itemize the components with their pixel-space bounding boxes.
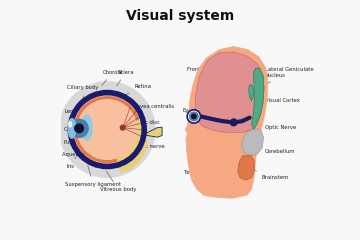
Text: Optic nerve: Optic nerve bbox=[125, 143, 165, 149]
Text: Brainstem: Brainstem bbox=[251, 169, 288, 180]
Ellipse shape bbox=[69, 122, 72, 127]
Text: Lens: Lens bbox=[65, 109, 78, 121]
Circle shape bbox=[77, 100, 137, 159]
Ellipse shape bbox=[68, 119, 76, 138]
Text: Vitreous body: Vitreous body bbox=[100, 171, 136, 192]
Text: Cornea: Cornea bbox=[64, 127, 82, 132]
Text: Aqueous body: Aqueous body bbox=[62, 146, 99, 157]
Text: Parietal Lobe: Parietal Lobe bbox=[222, 60, 256, 74]
Ellipse shape bbox=[82, 115, 92, 140]
Circle shape bbox=[190, 112, 198, 121]
Text: Suspensory ligament: Suspensory ligament bbox=[66, 166, 121, 187]
Text: Lateral Geniculate
Nucleus: Lateral Geniculate Nucleus bbox=[254, 67, 313, 90]
Circle shape bbox=[187, 110, 201, 123]
PathPatch shape bbox=[195, 52, 264, 132]
Text: Cerebellum: Cerebellum bbox=[254, 147, 295, 154]
PathPatch shape bbox=[238, 155, 255, 180]
Circle shape bbox=[120, 125, 125, 130]
Circle shape bbox=[192, 114, 196, 119]
Text: Temporal Lobe: Temporal Lobe bbox=[184, 156, 222, 174]
Text: Optic disc: Optic disc bbox=[124, 120, 160, 126]
PathPatch shape bbox=[242, 129, 264, 155]
Text: Iris: Iris bbox=[67, 155, 77, 169]
Text: Visual system: Visual system bbox=[126, 9, 234, 23]
PathPatch shape bbox=[252, 68, 264, 129]
Text: Fovea centralis: Fovea centralis bbox=[125, 104, 174, 114]
Circle shape bbox=[68, 91, 146, 168]
Text: Optic Nerve: Optic Nerve bbox=[254, 123, 296, 130]
PathPatch shape bbox=[249, 85, 253, 101]
Circle shape bbox=[230, 119, 237, 126]
PathPatch shape bbox=[143, 127, 162, 137]
Text: Sclera: Sclera bbox=[117, 70, 134, 86]
Text: Visual Cortex: Visual Cortex bbox=[256, 98, 300, 106]
Text: Frontal Lobe: Frontal Lobe bbox=[187, 67, 219, 80]
PathPatch shape bbox=[185, 47, 268, 198]
Text: Pupil: Pupil bbox=[64, 137, 76, 145]
Text: Eye: Eye bbox=[183, 108, 192, 113]
Text: Retina: Retina bbox=[125, 84, 152, 95]
Text: Ciliary body: Ciliary body bbox=[67, 85, 99, 99]
Circle shape bbox=[75, 97, 140, 162]
Circle shape bbox=[70, 93, 144, 167]
Circle shape bbox=[70, 119, 88, 138]
Circle shape bbox=[75, 124, 84, 133]
Circle shape bbox=[59, 82, 155, 177]
Wedge shape bbox=[112, 119, 147, 173]
Text: Choroid: Choroid bbox=[102, 70, 123, 86]
